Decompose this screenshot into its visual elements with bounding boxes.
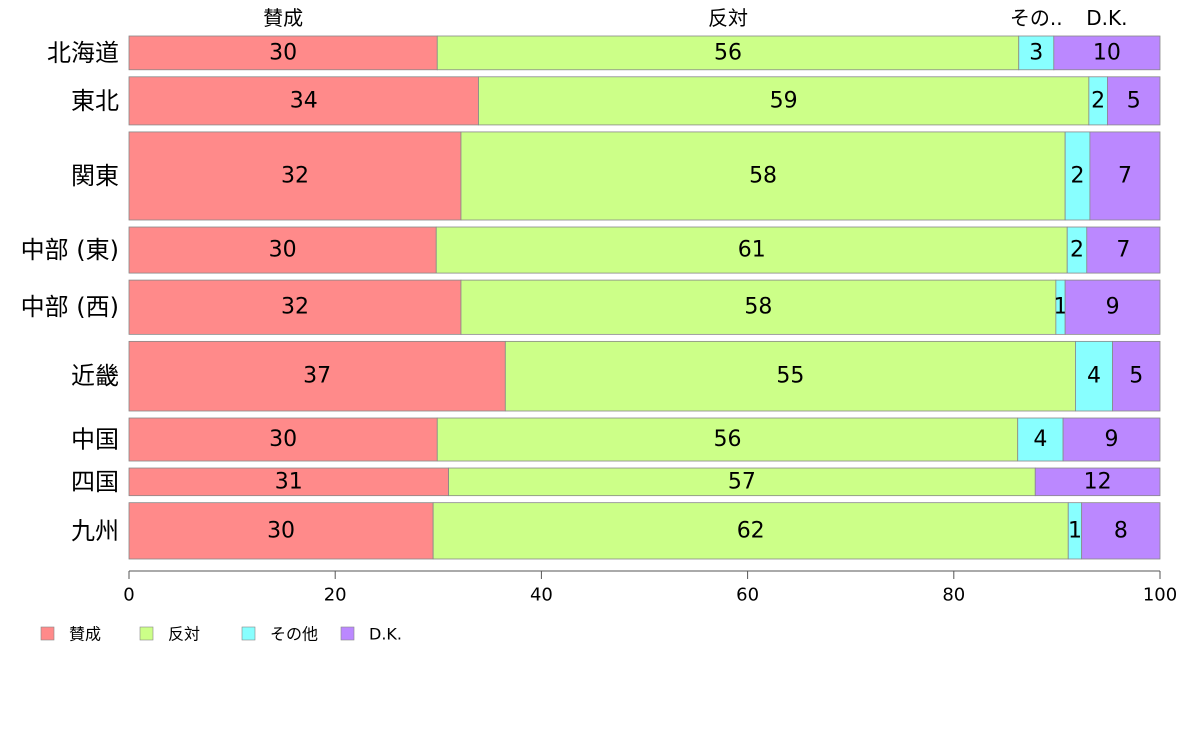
data-label: 34 bbox=[290, 88, 318, 113]
top-series-label: D.K. bbox=[1086, 6, 1127, 30]
data-label: 2 bbox=[1091, 88, 1105, 113]
bar-segment bbox=[1112, 340, 1161, 412]
bar-segment bbox=[504, 340, 1076, 412]
x-tick-label: 40 bbox=[530, 585, 553, 606]
category-label: 東北 bbox=[71, 87, 119, 115]
data-label: 4 bbox=[1087, 364, 1101, 389]
category-label: 関東 bbox=[71, 162, 119, 190]
bar-segment bbox=[128, 35, 438, 71]
x-tick-label: 20 bbox=[324, 585, 347, 606]
x-tick-label: 80 bbox=[942, 585, 965, 606]
bar-segment bbox=[1086, 226, 1161, 274]
bar-segment bbox=[1107, 76, 1161, 126]
data-label: 12 bbox=[1084, 469, 1112, 494]
data-label: 9 bbox=[1105, 427, 1119, 452]
data-label: 30 bbox=[269, 427, 297, 452]
bar-segment bbox=[436, 35, 1020, 71]
bar-segment bbox=[435, 226, 1068, 274]
category-label: 中国 bbox=[71, 426, 119, 454]
top-series-label: 賛成 bbox=[263, 6, 303, 30]
data-label: 58 bbox=[749, 163, 777, 188]
legend-label: 反対 bbox=[168, 625, 200, 644]
data-label: 59 bbox=[770, 88, 798, 113]
data-label: 2 bbox=[1070, 238, 1084, 263]
bar-segment bbox=[1089, 131, 1161, 221]
data-label: 30 bbox=[269, 40, 297, 65]
legend-swatch bbox=[139, 626, 154, 641]
x-tick-label: 60 bbox=[736, 585, 759, 606]
legend: 賛成 反対 その他 D.K. bbox=[40, 625, 402, 644]
category-label: 四国 bbox=[71, 468, 119, 496]
data-label: 1 bbox=[1054, 295, 1068, 320]
category-label: 中部 (東) bbox=[21, 236, 119, 264]
data-label: 57 bbox=[728, 469, 756, 494]
data-label: 30 bbox=[267, 518, 295, 543]
data-label: 4 bbox=[1033, 427, 1047, 452]
bar-segment bbox=[1075, 340, 1113, 412]
bar-segment bbox=[128, 417, 438, 462]
legend-label: 賛成 bbox=[69, 625, 101, 644]
category-label: 中部 (西) bbox=[21, 293, 119, 321]
data-label: 31 bbox=[275, 469, 303, 494]
data-label: 7 bbox=[1118, 163, 1132, 188]
bar-segment bbox=[128, 226, 437, 274]
legend-label: D.K. bbox=[369, 625, 402, 644]
bar-segment bbox=[1053, 35, 1161, 71]
bar-segment bbox=[128, 467, 450, 497]
data-label: 32 bbox=[281, 295, 309, 320]
bar-segment bbox=[128, 340, 506, 412]
data-label: 8 bbox=[1114, 518, 1128, 543]
bar-segment bbox=[128, 131, 462, 221]
bar-segment bbox=[460, 131, 1066, 221]
legend-swatch bbox=[340, 626, 355, 641]
bar-segment bbox=[128, 502, 434, 560]
bar-segment bbox=[1081, 502, 1161, 560]
bar-segment bbox=[1034, 467, 1161, 497]
data-label: 56 bbox=[713, 427, 741, 452]
bar-segment bbox=[1064, 131, 1091, 221]
data-label: 2 bbox=[1071, 163, 1085, 188]
top-series-label: その.. bbox=[1010, 6, 1063, 30]
data-label: 32 bbox=[281, 163, 309, 188]
top-series-label: 反対 bbox=[708, 6, 748, 30]
data-label: 30 bbox=[269, 238, 297, 263]
data-label: 10 bbox=[1093, 40, 1121, 65]
legend-swatch bbox=[40, 626, 55, 641]
bar-segment bbox=[448, 467, 1036, 497]
data-label: 7 bbox=[1116, 238, 1130, 263]
x-tick-label: 100 bbox=[1143, 585, 1177, 606]
category-label: 近畿 bbox=[71, 362, 119, 390]
data-label: 3 bbox=[1029, 40, 1043, 65]
bar-segment bbox=[128, 76, 479, 126]
data-label: 1 bbox=[1068, 518, 1082, 543]
bar-segment bbox=[1064, 279, 1161, 335]
data-label: 55 bbox=[776, 364, 804, 389]
data-label: 56 bbox=[714, 40, 742, 65]
data-label: 5 bbox=[1127, 88, 1141, 113]
category-label: 北海道 bbox=[47, 39, 119, 67]
x-axis: 0 20 40 60 80 100 bbox=[123, 570, 1177, 606]
bar-segment bbox=[478, 76, 1090, 126]
data-label: 37 bbox=[303, 364, 331, 389]
data-label: 61 bbox=[738, 238, 766, 263]
legend-swatch bbox=[241, 626, 256, 641]
top-series-labels: 賛成 反対 その.. D.K. bbox=[263, 6, 1127, 30]
legend-label: その他 bbox=[270, 625, 318, 644]
x-tick-label: 0 bbox=[123, 585, 134, 606]
data-label: 9 bbox=[1106, 295, 1120, 320]
data-label: 5 bbox=[1129, 364, 1143, 389]
data-label: 62 bbox=[737, 518, 765, 543]
bar-segment bbox=[1018, 35, 1055, 71]
bar-segment bbox=[436, 417, 1019, 462]
bar-segment bbox=[1062, 417, 1161, 462]
data-label: 58 bbox=[744, 295, 772, 320]
bar-segment bbox=[1017, 417, 1064, 462]
category-label: 九州 bbox=[71, 517, 119, 545]
